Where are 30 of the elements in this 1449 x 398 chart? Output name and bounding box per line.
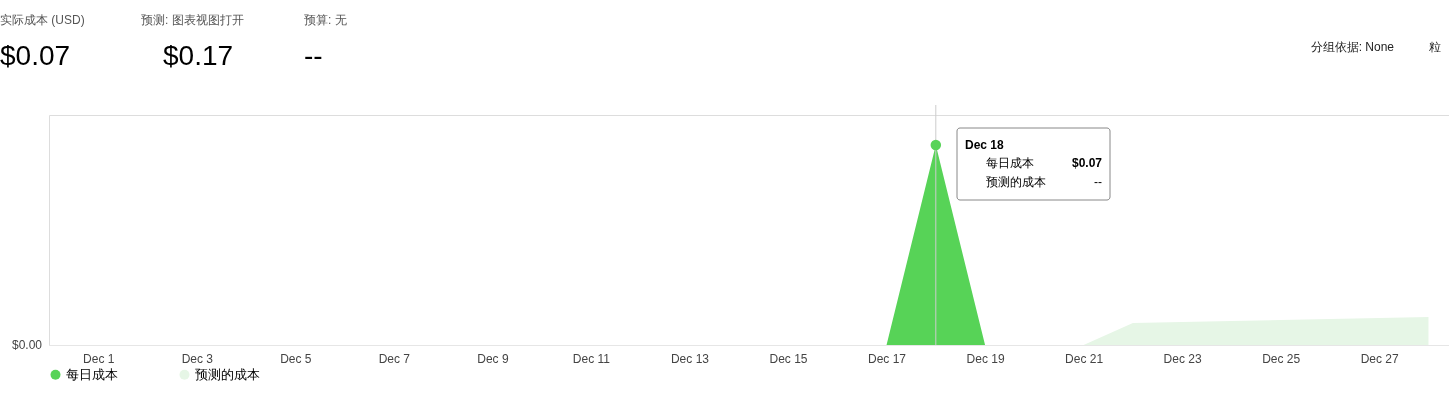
- x-tick-label: Dec 7: [378, 351, 411, 366]
- annotation: Dec 18: [965, 138, 1005, 152]
- annotation: $0.07: [1071, 156, 1103, 170]
- x-tick-label: Dec 17: [868, 351, 907, 366]
- annotation: 预测的成本: [986, 175, 1046, 189]
- text: 实际成本 (USD): [0, 13, 85, 27]
- x-tick-label: Dec 15: [769, 351, 808, 366]
- x-tick-label: Dec 19: [966, 351, 1005, 366]
- text: $0.07: [0, 40, 71, 71]
- legend-label: 每日成本: [66, 366, 118, 382]
- x-tick-label: Dec 23: [1163, 351, 1202, 366]
- x-tick-label: Dec 11: [572, 351, 611, 366]
- text: $0.17: [163, 40, 234, 71]
- x-tick-label: Dec 27: [1360, 351, 1400, 366]
- x-tick-label: Dec 1: [83, 351, 115, 366]
- annotation: --: [1094, 175, 1102, 189]
- annotation: 每日成本: [986, 156, 1034, 170]
- legend-label: 预测的成本: [195, 366, 260, 382]
- x-tick-label: Dec 5: [280, 351, 312, 366]
- x-tick-label: Dec 9: [477, 351, 509, 366]
- text: --: [304, 40, 323, 71]
- x-tick-label: Dec 3: [181, 351, 214, 366]
- text: 分组依据: None: [1310, 40, 1395, 54]
- text: 预算: 无: [304, 13, 347, 27]
- x-tick-label: Dec 13: [670, 351, 710, 366]
- text: 粒: [1429, 40, 1441, 54]
- x-tick-label: Dec 21: [1065, 351, 1104, 366]
- text: $0.00: [11, 338, 43, 352]
- x-tick-label: Dec 25: [1262, 351, 1301, 366]
- text: 预测: 图表视图打开: [141, 13, 244, 27]
